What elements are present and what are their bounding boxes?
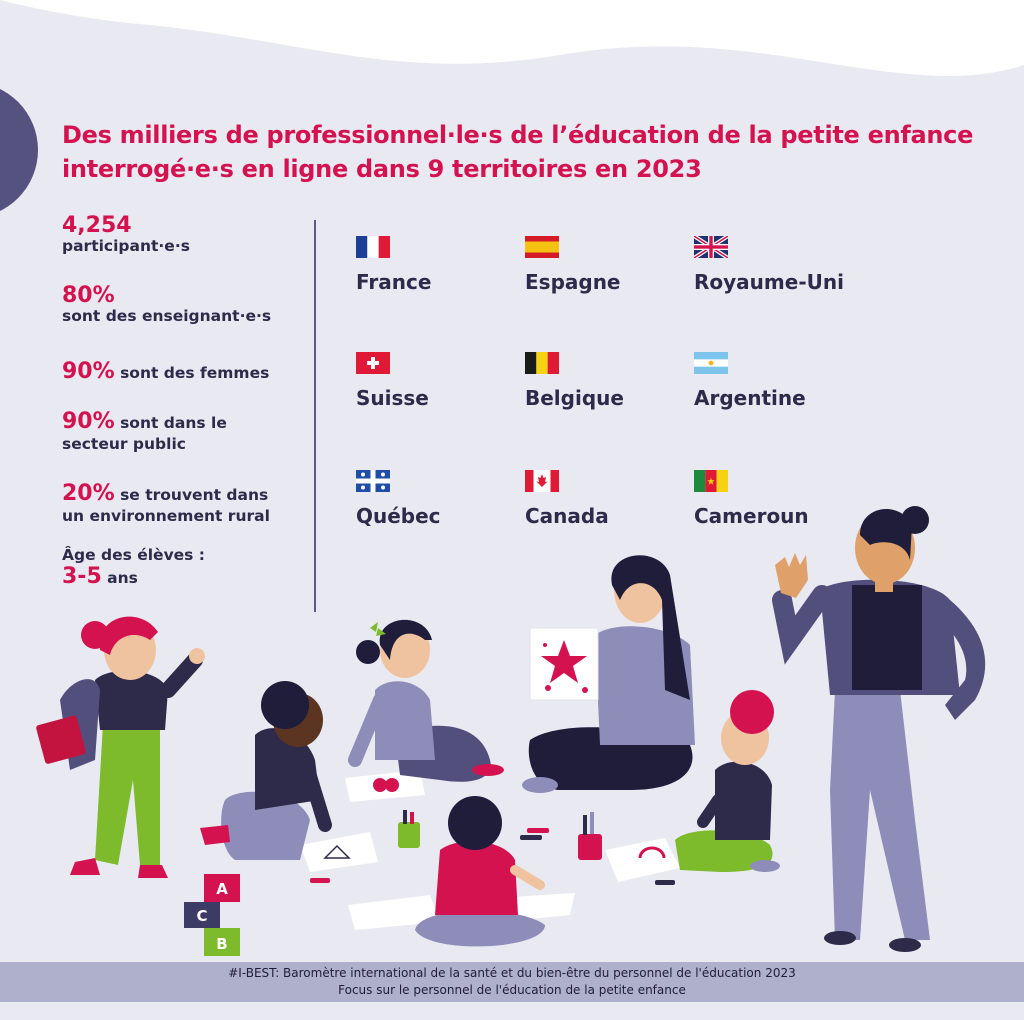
country-name-cameroon: Cameroun	[694, 504, 809, 528]
country-name-switzerland: Suisse	[356, 386, 429, 410]
drawing-paper-rainbow	[605, 838, 680, 882]
country-canada: Canada	[525, 470, 715, 528]
public-value: 90%	[62, 409, 115, 434]
canada-flag-icon	[525, 470, 559, 492]
age-unit: ans	[107, 569, 138, 587]
france-flag-icon	[356, 236, 390, 258]
block-b-letter: B	[216, 935, 227, 953]
crayon-cup-red	[578, 834, 602, 860]
quebec-flag-icon	[356, 470, 390, 492]
participants-value: 4,254	[62, 213, 132, 238]
country-name-belgium: Belgique	[525, 386, 624, 410]
country-name-argentina: Argentine	[694, 386, 806, 410]
stat-age: Âge des élèves : 3-5 ans	[62, 545, 205, 589]
country-name-spain: Espagne	[525, 270, 621, 294]
footer-line1: #I-BEST: Baromètre international de la s…	[228, 966, 796, 980]
page-title: Des milliers de professionnel·le·s de l’…	[62, 121, 974, 183]
star-icon	[541, 640, 587, 683]
country-quebec: Québec	[356, 470, 546, 528]
rural-label-line2: un environnement rural	[62, 507, 270, 525]
block-c	[184, 902, 220, 928]
footer-line2: Focus sur le personnel de l'éducation de…	[338, 983, 686, 997]
block-b	[204, 928, 240, 956]
drawing-paper-blank	[348, 895, 440, 930]
country-france: France	[356, 236, 546, 294]
age-value: 3-5	[62, 564, 102, 589]
women-value: 90%	[62, 359, 115, 384]
country-name-uk: Royaume-Uni	[694, 270, 844, 294]
country-belgium: Belgique	[525, 352, 715, 410]
rural-label-line1: se trouvent dans	[120, 486, 269, 504]
stat-teachers: 80% sont des enseignant·e·s	[62, 285, 271, 327]
block-a	[204, 874, 240, 902]
drawing-paper-house	[300, 832, 378, 872]
sitting-boy	[675, 690, 780, 872]
decorative-circle	[0, 88, 38, 212]
argentina-flag-icon	[694, 352, 728, 374]
country-argentina: Argentine	[694, 352, 884, 410]
country-name-canada: Canada	[525, 504, 609, 528]
walking-girl	[36, 616, 205, 878]
women-label: sont des femmes	[120, 364, 270, 382]
belgium-flag-icon	[525, 352, 559, 374]
vertical-divider	[314, 220, 316, 612]
uk-flag-icon	[694, 236, 728, 258]
sitting-girl-bow	[348, 619, 504, 782]
age-label: Âge des élèves :	[62, 546, 206, 564]
country-name-quebec: Québec	[356, 504, 441, 528]
teachers-value: 80%	[62, 283, 115, 308]
public-label-line1: sont dans le	[120, 414, 227, 432]
country-name-france: France	[356, 270, 432, 294]
kneeling-girl	[200, 681, 332, 860]
rural-value: 20%	[62, 481, 115, 506]
stat-rural: 20% se trouvent dans un environnement ru…	[62, 483, 270, 527]
public-label-line2: secteur public	[62, 435, 186, 453]
country-spain: Espagne	[525, 236, 715, 294]
stat-women: 90% sont des femmes	[62, 361, 269, 384]
standing-teacher	[772, 506, 986, 952]
abc-blocks: A C B	[184, 874, 240, 956]
spain-flag-icon	[525, 236, 559, 258]
block-a-letter: A	[216, 880, 228, 898]
seated-teacher	[522, 555, 695, 793]
teachers-label: sont des enseignant·e·s	[62, 307, 272, 325]
boy-from-back	[415, 796, 545, 947]
participants-label: participant·e·s	[62, 237, 190, 255]
country-switzerland: Suisse	[356, 352, 546, 410]
country-cameroon: Cameroun	[694, 470, 884, 528]
stat-participants: 4,254 participant·e·s	[62, 215, 190, 257]
country-uk: Royaume-Uni	[694, 236, 884, 294]
cameroon-flag-icon	[694, 470, 728, 492]
stat-public: 90% sont dans le secteur public	[62, 411, 227, 455]
footer-banner: #I-BEST: Baromètre international de la s…	[0, 962, 1024, 1002]
crayon-cup-green	[398, 822, 420, 848]
block-c-letter: C	[196, 907, 207, 925]
switzerland-flag-icon	[356, 352, 390, 374]
